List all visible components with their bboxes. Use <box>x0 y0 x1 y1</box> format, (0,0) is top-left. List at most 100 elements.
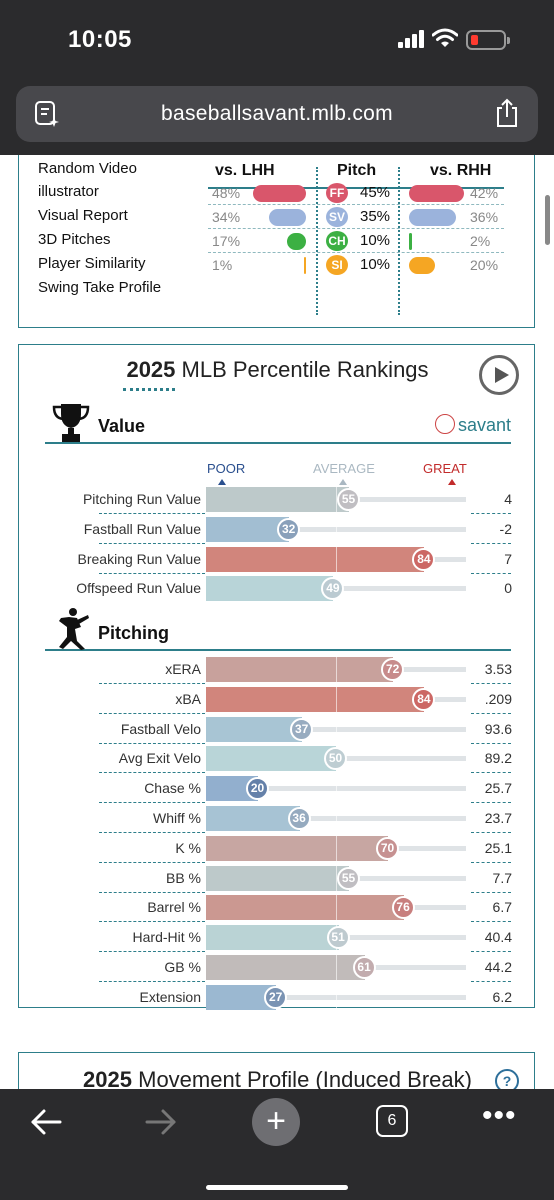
percentile-bubble: 37 <box>290 717 314 741</box>
metric-row[interactable]: Hard-Hit % 51 40.4 <box>19 923 536 953</box>
metric-label: BB % <box>165 869 201 886</box>
share-icon[interactable] <box>494 98 520 128</box>
header-vs-lhh: vs. LHH <box>215 162 275 179</box>
more-menu-icon[interactable]: ••• <box>482 1099 517 1132</box>
rhh-percent: 2% <box>470 233 491 249</box>
average-line <box>336 984 337 1010</box>
help-icon[interactable]: ? <box>495 1069 519 1089</box>
header-vs-rhh: vs. RHH <box>430 162 492 179</box>
header-underline <box>208 187 504 189</box>
tabs-button[interactable]: 6 <box>376 1105 408 1137</box>
metric-row[interactable]: Pitching Run Value 55 4 <box>19 485 536 515</box>
percentile-bar <box>206 716 303 742</box>
cellular-signal-icon <box>398 30 426 48</box>
title-underline <box>123 388 175 391</box>
metric-row[interactable]: xBA 84 .209 <box>19 685 536 715</box>
column-divider <box>398 167 400 315</box>
back-arrow-icon[interactable] <box>30 1107 62 1137</box>
menu-item-player-similarity[interactable]: Player Similarity <box>38 255 146 272</box>
average-line <box>336 516 337 542</box>
metric-row[interactable]: xERA 72 3.53 <box>19 655 536 685</box>
rhh-usage-bar <box>409 185 464 202</box>
average-marker-icon <box>339 479 347 485</box>
percentile-bar <box>206 835 388 861</box>
metric-label: GB % <box>164 959 201 975</box>
lhh-usage-bar <box>268 209 306 226</box>
section-label-value: Value <box>98 416 146 436</box>
metric-label: Fastball Run Value <box>83 520 201 537</box>
page-menu-icon[interactable] <box>34 100 60 128</box>
rhh-usage-bar <box>409 209 456 226</box>
lhh-percent: 34% <box>212 209 241 225</box>
percentile-bubble: 20 <box>246 777 269 801</box>
scale-great: GREAT <box>423 461 467 476</box>
average-line <box>336 487 337 512</box>
metric-row[interactable]: Extension 27 6.2 <box>19 983 536 1013</box>
pitch-usage-percent: 10% <box>360 232 391 249</box>
percentile-bar <box>206 576 334 602</box>
scrollbar[interactable] <box>545 195 550 245</box>
metric-row[interactable]: K % 70 25.1 <box>19 834 536 864</box>
percentile-bubble: 36 <box>287 807 311 830</box>
menu-item-visual-report[interactable]: Visual Report <box>38 207 128 224</box>
metric-row[interactable]: Breaking Run Value 84 7 <box>19 545 536 575</box>
browser-top-chrome: 10:05 baseballsavant.mlb.com <box>0 0 554 155</box>
metric-value: 4 <box>504 491 512 507</box>
player-tools-menu: Random Video illustrator Visual Report 3… <box>38 160 162 300</box>
pitching-section-header: Pitching <box>45 607 511 651</box>
metric-label: Breaking Run Value <box>77 550 201 567</box>
metric-row[interactable]: Whiff % 36 23.7 <box>19 804 536 834</box>
metric-label: Offspeed Run Value <box>76 580 201 597</box>
pitch-mix-row: 17% CH 10% 2% <box>0 230 554 254</box>
percentile-bar <box>206 487 349 512</box>
percentile-bubble: 72 <box>381 658 405 681</box>
metric-value: 7 <box>504 550 512 567</box>
average-line <box>336 955 337 980</box>
metric-row[interactable]: Barrel % 76 6.7 <box>19 893 536 923</box>
average-line <box>336 865 337 891</box>
metric-label: xERA <box>165 661 201 677</box>
pitch-type-badge[interactable]: SI <box>326 255 348 275</box>
metric-row[interactable]: GB % 61 44.2 <box>19 953 536 983</box>
metric-row[interactable]: Fastball Velo 37 93.6 <box>19 715 536 745</box>
menu-item-3d-pitches[interactable]: 3D Pitches <box>38 231 111 248</box>
url-text[interactable]: baseballsavant.mlb.com <box>161 102 393 125</box>
movement-profile-card: 2025 Movement Profile (Induced Break) ? <box>18 1052 535 1089</box>
metric-row[interactable]: Fastball Run Value 32 -2 <box>19 515 536 545</box>
pitch-usage-percent: 10% <box>360 256 391 273</box>
value-section-header: Value savant <box>45 400 511 444</box>
pitch-mix-row: 48% FF 45% 42% <box>0 182 554 206</box>
metric-row[interactable]: Offspeed Run Value 49 0 <box>19 574 536 604</box>
percentile-bubble: 76 <box>391 896 415 920</box>
menu-item-illustrator[interactable]: illustrator <box>38 183 99 200</box>
address-bar[interactable]: baseballsavant.mlb.com <box>16 86 538 142</box>
play-icon[interactable] <box>479 355 519 395</box>
battery-icon <box>466 30 510 50</box>
percentile-bar <box>206 925 339 951</box>
percentile-bar <box>206 516 290 542</box>
scale-poor: POOR <box>207 461 246 476</box>
lhh-usage-bar <box>287 233 306 250</box>
metric-row[interactable]: BB % 55 7.7 <box>19 864 536 894</box>
lhh-percent: 1% <box>212 257 233 273</box>
new-tab-plus-icon[interactable]: + <box>252 1098 300 1146</box>
metric-row[interactable]: Chase % 20 25.7 <box>19 774 536 804</box>
status-time: 10:05 <box>68 26 132 53</box>
metric-value: 7.7 <box>492 869 512 886</box>
menu-item-swing-take-profile[interactable]: Swing Take Profile <box>38 279 162 296</box>
pitch-type-badge[interactable]: SV <box>326 207 348 227</box>
section-label-pitching: Pitching <box>98 623 169 643</box>
rhh-percent: 42% <box>470 185 499 201</box>
pitch-type-badge[interactable]: CH <box>326 231 348 251</box>
metric-label: Extension <box>139 988 201 1005</box>
percentile-bubble: 55 <box>337 866 360 890</box>
metric-value: 3.53 <box>484 661 512 677</box>
percentile-bubble: 61 <box>352 956 376 979</box>
metric-row[interactable]: Avg Exit Velo 50 89.2 <box>19 744 536 774</box>
menu-item-random-video[interactable]: Random Video <box>38 160 137 177</box>
percentile-bar <box>206 806 300 831</box>
forward-arrow-icon[interactable] <box>145 1107 177 1137</box>
pitch-type-badge[interactable]: FF <box>326 183 348 203</box>
pitch-mix-row: 34% SV 35% 36% <box>0 206 554 230</box>
percentile-bubble: 84 <box>412 547 436 571</box>
